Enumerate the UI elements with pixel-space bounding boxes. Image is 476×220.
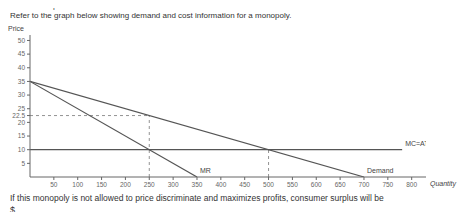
svg-text:700: 700 [359,181,370,188]
svg-text:400: 400 [215,181,226,188]
svg-text:20: 20 [18,119,26,126]
svg-text:150: 150 [96,181,107,188]
svg-text:50: 50 [50,181,58,188]
svg-text:Quantity: Quantity [430,180,457,188]
svg-text:200: 200 [120,181,131,188]
svg-text:650: 650 [335,181,346,188]
html-text:Refer to the graph below showi: Refer to the graph below showing demand … [10,11,292,20]
svg-text:45: 45 [18,50,26,57]
svg-text:50: 50 [18,37,26,44]
svg-text:25: 25 [18,105,26,112]
html-text:If this monopoly is not allowe: If this monopoly is not allowed to price… [10,193,384,203]
svg-text:500: 500 [263,181,274,188]
svg-text:MC=ATC: MC=ATC [405,140,426,147]
svg-text:800: 800 [406,181,417,188]
svg-text:450: 450 [239,181,250,188]
svg-text:MR: MR [200,167,211,174]
svg-text:15: 15 [18,132,26,139]
svg-text:40: 40 [18,64,26,71]
svg-text:350: 350 [192,181,203,188]
svg-text:300: 300 [168,181,179,188]
svg-text:550: 550 [287,181,298,188]
svg-text:100: 100 [72,181,83,188]
svg-text:5: 5 [21,160,25,167]
svg-text:35: 35 [18,78,26,85]
html-text:Numeric 2 points: Numeric 2 points [10,1,75,10]
svg-text:Price: Price [8,25,24,32]
svg-text:30: 30 [18,91,26,98]
svg-text:250: 250 [144,181,155,188]
svg-text:600: 600 [311,181,322,188]
svg-text:750: 750 [382,181,393,188]
svg-text:22.5: 22.5 [12,112,25,119]
svg-text:Demand: Demand [367,167,394,174]
svg-text:10: 10 [18,146,26,153]
